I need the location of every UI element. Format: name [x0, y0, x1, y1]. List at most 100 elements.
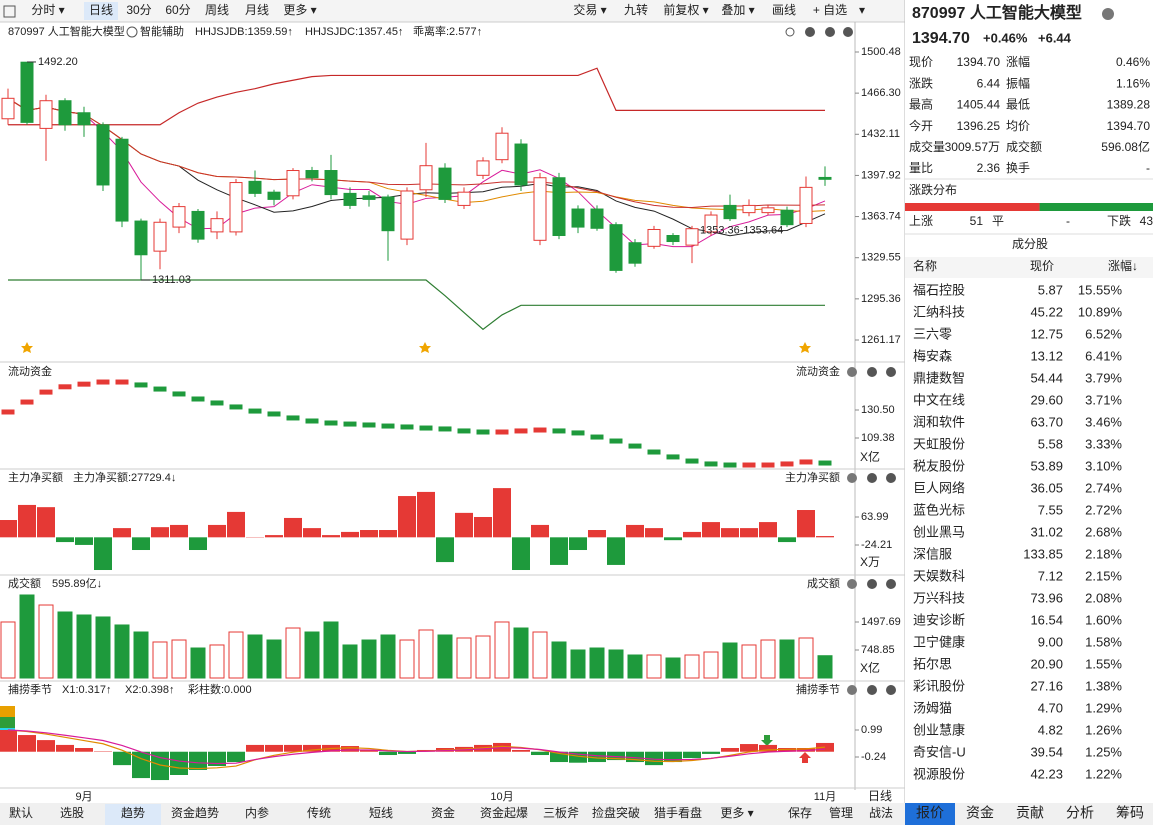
stock-name[interactable]: 三六零 [913, 326, 952, 341]
stock-name[interactable]: 万兴科技 [913, 590, 965, 605]
settings-icon[interactable] [847, 579, 857, 589]
panel-reading: 主力净买额:27729.4↓ [73, 470, 176, 484]
bottom-tab[interactable]: 传统 [307, 805, 331, 820]
close-icon[interactable] [886, 685, 896, 695]
stock-name[interactable]: 鼎捷数智 [913, 370, 965, 385]
flow-bar [20, 399, 34, 405]
volume-bar [171, 639, 187, 679]
settings-icon[interactable] [847, 473, 857, 483]
stock-name[interactable]: 天娱数科 [913, 568, 965, 583]
toolbar-button[interactable]: 60分 [165, 3, 190, 17]
stock-name[interactable]: 汇纳科技 [913, 304, 965, 319]
stock-name[interactable]: 创业黑马 [913, 524, 965, 539]
quote-change: +6.44 [1038, 30, 1072, 45]
side-tab[interactable]: 分析 [1066, 805, 1094, 821]
stock-name[interactable]: 奇安信-U [913, 744, 966, 759]
stock-name[interactable]: 彩讯股份 [913, 678, 965, 693]
y-tick-label: 1500.48 [861, 46, 901, 58]
bottom-tab[interactable]: 资金趋势 [171, 805, 219, 820]
period-label: 日线 [868, 789, 892, 803]
toolbar-button[interactable]: 月线 [245, 3, 269, 17]
help-icon[interactable] [867, 367, 877, 377]
candle-body [77, 112, 91, 126]
settings-icon[interactable] [847, 367, 857, 377]
help-icon[interactable] [867, 473, 877, 483]
toolbar-button[interactable]: 九转 [624, 2, 648, 17]
bottom-tab[interactable]: 内参 [245, 805, 269, 820]
stock-change: 2.74% [1085, 480, 1122, 495]
bottom-tab[interactable]: 捡盘突破 [592, 805, 640, 820]
toolbar-button[interactable]: ▾ [859, 3, 865, 17]
side-tab[interactable]: 筹码 [1116, 805, 1144, 821]
quote-value: 1405.44 [957, 98, 1001, 112]
bottom-tab[interactable]: 更多 ▾ [720, 806, 753, 820]
toolbar-button[interactable]: + 自选 [813, 3, 847, 17]
flow-bar [191, 396, 205, 402]
settings-icon[interactable] [847, 685, 857, 695]
close-icon[interactable] [843, 27, 853, 37]
help-icon[interactable] [867, 685, 877, 695]
close-icon[interactable] [886, 367, 896, 377]
flow-bar [305, 418, 319, 424]
toolbar-button[interactable]: 交易 ▾ [573, 2, 606, 17]
season-bar [360, 749, 378, 752]
stock-name[interactable]: 福石控股 [913, 282, 965, 297]
stock-name[interactable]: 深信服 [913, 546, 952, 561]
toolbar-button[interactable]: 前复权 ▾ [663, 2, 708, 17]
stock-name[interactable]: 中文在线 [913, 392, 965, 407]
stock-name[interactable]: 天虹股份 [913, 436, 965, 451]
bottom-tab[interactable]: 趋势 [121, 806, 145, 820]
stock-name[interactable]: 蓝色光标 [913, 502, 965, 517]
dropdown[interactable] [126, 26, 138, 38]
side-tab[interactable]: 报价 [916, 805, 944, 821]
stock-name[interactable]: 卫宁健康 [913, 634, 965, 649]
dist-value: 43 [1140, 214, 1153, 228]
bottom-action[interactable]: 保存 [788, 806, 812, 820]
toolbar-button[interactable]: 30分 [126, 3, 151, 17]
flow-bar [77, 381, 91, 387]
bottom-action[interactable]: 战法 [869, 806, 893, 820]
bottom-tab[interactable]: 猎手看盘 [654, 805, 702, 820]
bottom-tab[interactable]: 资金 [431, 805, 455, 820]
stock-name[interactable]: 巨人网络 [913, 480, 965, 495]
volume-bar [456, 637, 472, 679]
toolbar-button[interactable]: 周线 [205, 3, 229, 17]
stock-name[interactable]: 迪安诊断 [913, 612, 965, 627]
column-header[interactable]: 涨幅↓ [1108, 258, 1138, 273]
volume-bar [380, 634, 396, 679]
side-tab[interactable]: 资金 [966, 805, 994, 821]
side-tab[interactable]: 贡献 [1016, 805, 1044, 821]
stock-name[interactable]: 汤姆猫 [913, 700, 952, 715]
info-icon[interactable] [1102, 8, 1114, 20]
toolbar-button[interactable]: 分时 ▾ [31, 3, 64, 17]
stock-change: 1.29% [1085, 700, 1122, 715]
help-icon[interactable] [867, 579, 877, 589]
close-icon[interactable] [886, 579, 896, 589]
toolbar-button[interactable]: 日线 [89, 3, 113, 17]
zoom-in-icon[interactable] [805, 27, 815, 37]
close-icon[interactable] [886, 473, 896, 483]
bottom-tab[interactable]: 短线 [369, 806, 393, 820]
stock-name[interactable]: 拓尔思 [913, 656, 952, 671]
netbuy-bar [360, 530, 378, 538]
bottom-action[interactable]: 管理 [829, 805, 853, 820]
season-bar [379, 751, 397, 756]
stock-name[interactable]: 润和软件 [913, 414, 965, 429]
toolbar-button[interactable]: 更多 ▾ [283, 3, 316, 17]
toolbar-button[interactable]: 画线 [772, 3, 796, 17]
bottom-tab[interactable]: 三板斧 [543, 806, 579, 820]
candle-body [248, 180, 262, 194]
stock-name[interactable]: 梅安森 [913, 348, 952, 363]
menu-icon[interactable] [3, 5, 16, 18]
refresh-icon[interactable] [785, 27, 795, 37]
toolbar-button[interactable]: 叠加 ▾ [721, 3, 754, 17]
flow-bar [799, 459, 813, 465]
zoom-out-icon[interactable] [825, 27, 835, 37]
stock-name[interactable]: 创业慧康 [913, 722, 965, 737]
stock-name[interactable]: 视源股份 [913, 766, 965, 781]
bottom-tab[interactable]: 选股 [60, 806, 84, 820]
candle-body [172, 206, 186, 228]
bottom-tab[interactable]: 默认 [9, 805, 33, 820]
bottom-tab[interactable]: 资金起爆 [480, 805, 528, 820]
stock-name[interactable]: 税友股份 [913, 458, 965, 473]
